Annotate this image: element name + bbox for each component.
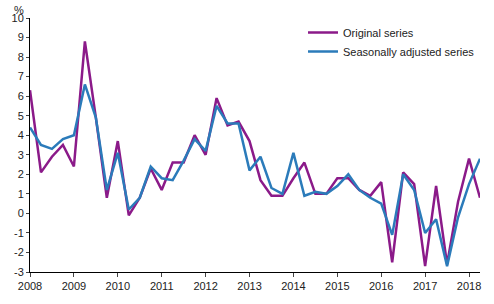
svg-text:8: 8 <box>18 51 24 63</box>
svg-text:2010: 2010 <box>106 280 130 292</box>
svg-text:2009: 2009 <box>62 280 86 292</box>
svg-text:4: 4 <box>18 129 24 141</box>
svg-text:6: 6 <box>18 90 24 102</box>
svg-text:2013: 2013 <box>237 280 261 292</box>
svg-text:2011: 2011 <box>150 280 174 292</box>
svg-text:2012: 2012 <box>193 280 217 292</box>
svg-text:2014: 2014 <box>281 280 305 292</box>
svg-text:10: 10 <box>12 12 24 24</box>
svg-text:2018: 2018 <box>457 280 481 292</box>
svg-text:5: 5 <box>18 110 24 122</box>
svg-text:%: % <box>14 4 24 16</box>
svg-text:-1: -1 <box>14 227 24 239</box>
svg-text:3: 3 <box>18 149 24 161</box>
svg-text:2015: 2015 <box>325 280 349 292</box>
svg-text:-2: -2 <box>14 246 24 258</box>
svg-text:2016: 2016 <box>369 280 393 292</box>
svg-text:2008: 2008 <box>18 280 42 292</box>
svg-text:2017: 2017 <box>413 280 437 292</box>
svg-text:7: 7 <box>18 70 24 82</box>
svg-text:-3: -3 <box>14 266 24 278</box>
svg-text:2: 2 <box>18 168 24 180</box>
svg-text:0: 0 <box>18 207 24 219</box>
svg-text:Original series: Original series <box>343 27 414 39</box>
svg-text:Seasonally adjusted series: Seasonally adjusted series <box>343 46 474 58</box>
svg-text:1: 1 <box>18 188 24 200</box>
svg-text:9: 9 <box>18 31 24 43</box>
